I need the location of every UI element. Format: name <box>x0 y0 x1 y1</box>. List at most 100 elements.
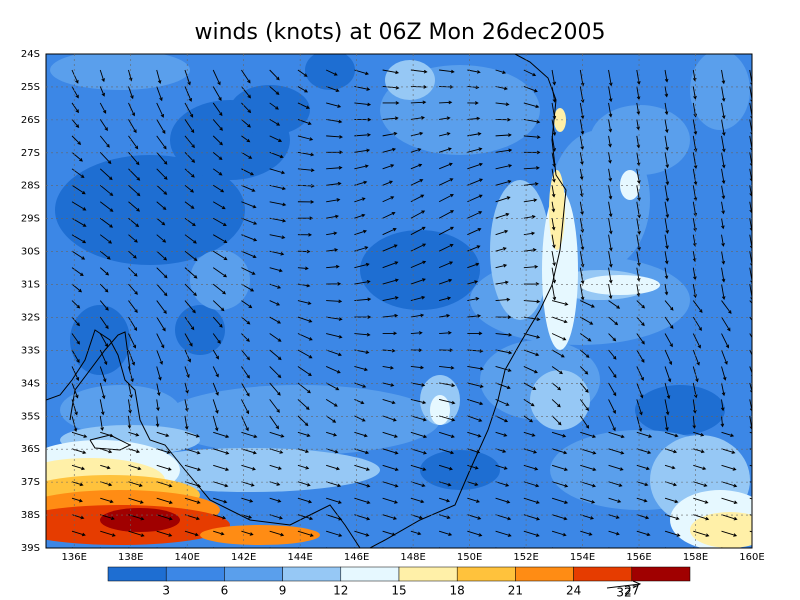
wind-arrow <box>127 415 132 429</box>
wind-arrow <box>326 118 343 124</box>
wind-arrow <box>551 349 565 358</box>
wind-arrow <box>382 244 398 252</box>
wind-arrow <box>608 267 613 284</box>
wind-arrow <box>664 530 681 537</box>
reference-arrowhead <box>632 580 642 589</box>
latitude-label: 31S <box>21 280 40 291</box>
wind-arrow <box>71 514 85 520</box>
wind-arrow <box>608 168 613 182</box>
wind-arrow <box>608 119 613 133</box>
wind-arrow <box>128 316 138 332</box>
colorbar-box <box>631 566 691 582</box>
wind-arrow <box>692 415 697 429</box>
wind-arrow <box>495 366 512 372</box>
wind-arrow <box>523 299 541 304</box>
wind-arrow <box>100 530 116 537</box>
wind-arrow <box>721 185 726 200</box>
wind-arrow <box>297 448 310 454</box>
wind-arrow <box>410 163 423 170</box>
wind-arrow <box>128 267 138 277</box>
wind-arrow <box>721 514 738 521</box>
wind-arrow <box>636 119 640 131</box>
wind-arrow <box>410 278 426 285</box>
wind-arrow <box>636 234 641 251</box>
wind-arrow <box>297 151 315 157</box>
wind-arrow <box>495 102 510 107</box>
wind-arrow <box>354 398 365 405</box>
wind-arrow <box>326 165 343 170</box>
wind-arrow <box>749 102 752 119</box>
latitude-label: 36S <box>21 444 40 455</box>
wind-arrow <box>579 168 584 181</box>
wind-arrow <box>212 102 223 117</box>
wind-arrow <box>721 464 737 471</box>
wind-arrow <box>241 514 253 519</box>
wind-arrow <box>156 250 168 261</box>
latitude-label: 33S <box>21 345 40 356</box>
wind-arrow <box>297 200 315 204</box>
wind-arrow <box>495 333 513 337</box>
contour-patch <box>549 170 565 250</box>
wind-arrow <box>212 267 228 278</box>
wind-arrow <box>580 530 593 536</box>
contour-patch <box>230 85 310 135</box>
wind-arrow <box>721 267 726 283</box>
wind-arrow <box>467 297 480 302</box>
colorbar-label: 24 <box>566 584 581 598</box>
wind-arrow <box>692 316 702 332</box>
wind-arrow <box>721 218 725 230</box>
wind-arrow <box>241 530 254 536</box>
wind-arrow <box>551 530 567 537</box>
wind-arrow <box>269 333 282 342</box>
wind-arrow <box>495 297 511 302</box>
wind-arrow <box>608 316 619 326</box>
wind-arrow <box>128 349 136 366</box>
wind-arrow <box>354 297 372 302</box>
wind-arrow <box>71 201 87 211</box>
wind-arrow <box>410 69 428 74</box>
wind-arrow <box>354 133 371 137</box>
wind-arrow <box>551 497 569 504</box>
wind-arrow <box>156 481 173 488</box>
wind-arrow <box>438 464 453 471</box>
wind-arrow <box>382 365 394 370</box>
wind-arrow <box>99 283 109 293</box>
wind-arrow <box>551 86 557 103</box>
wind-arrow <box>241 431 258 439</box>
wind-arrow <box>99 250 111 260</box>
contour-patch <box>580 275 660 295</box>
wind-arrow <box>579 415 590 429</box>
longitude-label: 138E <box>118 552 143 563</box>
wind-arrow <box>99 119 108 132</box>
wind-arrow <box>325 69 338 76</box>
wind-arrow <box>523 481 540 488</box>
wind-arrow <box>128 119 137 134</box>
wind-arrow <box>354 280 371 285</box>
wind-speed-field <box>46 54 752 548</box>
wind-arrow <box>184 464 202 472</box>
wind-arrow <box>71 349 80 363</box>
wind-arrow <box>128 448 141 454</box>
wind-arrow <box>664 168 670 186</box>
wind-arrow <box>156 514 173 521</box>
wind-arrow <box>410 148 422 153</box>
colorbar-box <box>107 566 167 582</box>
wind-arrow <box>523 198 538 203</box>
wind-arrow <box>608 464 624 471</box>
wind-arrow <box>184 300 196 314</box>
wind-arrow <box>579 382 589 393</box>
wind-arrow <box>213 448 230 455</box>
wind-arrow <box>354 332 371 337</box>
wind-arrow <box>128 497 144 504</box>
wind-arrow <box>523 415 534 423</box>
wind-arrow <box>297 415 309 427</box>
wind-arrow <box>438 226 454 236</box>
wind-arrow <box>325 415 337 423</box>
wind-arrow <box>269 464 282 470</box>
wind-arrow <box>241 349 251 361</box>
wind-arrow <box>326 481 342 488</box>
wind-arrow <box>551 448 568 455</box>
wind-arrow <box>664 152 670 169</box>
wind-arrow <box>156 464 172 471</box>
wind-arrow <box>99 168 113 181</box>
